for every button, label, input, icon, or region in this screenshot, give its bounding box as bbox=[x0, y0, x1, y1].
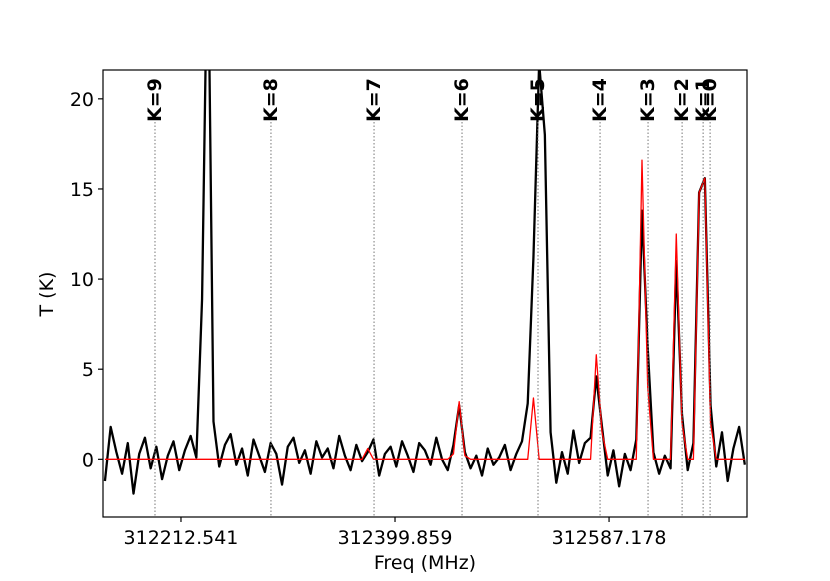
annotation-label: K=0 bbox=[699, 78, 721, 122]
x-tick-label: 312212.541 bbox=[124, 527, 239, 549]
annotation-label: K=4 bbox=[589, 78, 611, 122]
y-tick-label: 15 bbox=[70, 179, 94, 201]
annotation-label: K=2 bbox=[671, 78, 693, 122]
spectrum-line bbox=[103, 70, 746, 495]
annotation-label: K=7 bbox=[363, 78, 385, 122]
annotation-label: K=3 bbox=[637, 78, 659, 122]
annotation-label: K=1 bbox=[692, 78, 714, 122]
x-tick-label: 312587.178 bbox=[552, 527, 667, 549]
y-axis-label: T (K) bbox=[36, 272, 58, 318]
plot-frame bbox=[102, 69, 748, 518]
annotation-label: K=6 bbox=[451, 78, 473, 122]
plot-area bbox=[103, 70, 746, 495]
annotation-label: K=9 bbox=[144, 78, 166, 122]
y-tick-label: 20 bbox=[70, 89, 94, 111]
annotation-label: K=5 bbox=[527, 78, 549, 122]
x-tick-label: 312399.859 bbox=[338, 527, 453, 549]
x-axis-label: Freq (MHz) bbox=[374, 552, 476, 574]
spectrum-line bbox=[104, 159, 745, 460]
y-tick-label: 10 bbox=[70, 269, 94, 291]
y-tick-label: 5 bbox=[82, 359, 94, 381]
y-tick-label: 0 bbox=[82, 449, 94, 471]
annotation-label: K=8 bbox=[260, 78, 282, 122]
